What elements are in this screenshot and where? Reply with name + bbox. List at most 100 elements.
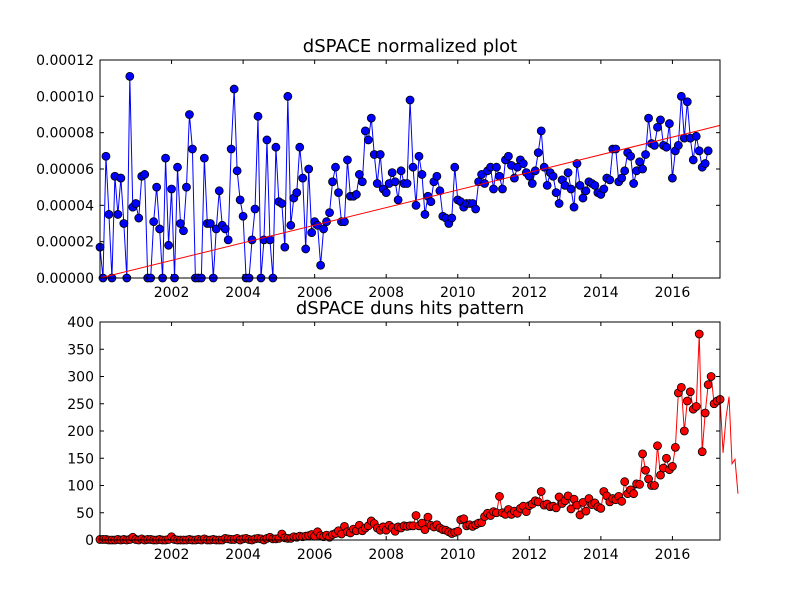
chart-title: dSPACE duns hits pattern [296, 298, 524, 319]
data-point [653, 441, 662, 451]
data-series [95, 329, 739, 545]
data-point [167, 184, 176, 194]
data-point [447, 213, 457, 223]
x-tick-label: 2012 [511, 547, 547, 563]
data-point [495, 491, 504, 501]
y-tick-label: 0.00004 [36, 198, 94, 214]
data-point [504, 151, 513, 161]
data-point [271, 142, 281, 152]
data-point [536, 487, 546, 496]
x-tick-label: 2010 [440, 285, 476, 301]
data-point [551, 188, 561, 198]
plot-frame [99, 59, 721, 279]
data-point [423, 512, 433, 522]
data-point [688, 155, 698, 165]
x-tick-label: 2004 [225, 547, 261, 563]
data-point [366, 113, 376, 123]
data-point [626, 151, 636, 161]
data-point [393, 195, 403, 205]
data-point [432, 171, 442, 181]
data-point [414, 151, 424, 161]
data-point [375, 150, 385, 159]
y-tick-label: 150 [67, 451, 94, 467]
data-point [426, 197, 436, 207]
data-point [536, 126, 546, 136]
data-point [420, 525, 430, 535]
x-tick-label: 2014 [583, 547, 619, 563]
data-point [360, 126, 370, 136]
data-point [599, 184, 609, 194]
data-point [372, 179, 382, 188]
data-point [656, 115, 665, 125]
data-point [223, 235, 233, 245]
data-point [182, 182, 191, 192]
chart-title: dSPACE normalized plot [303, 36, 517, 57]
data-point [387, 168, 397, 178]
data-point [417, 170, 427, 179]
data-point [283, 91, 293, 101]
data-point [569, 202, 579, 212]
y-tick-label: 250 [67, 397, 94, 413]
data-point [578, 193, 588, 203]
data-point [179, 226, 188, 236]
data-point [134, 213, 144, 223]
data-point [641, 150, 650, 159]
data-point [518, 159, 528, 168]
data-point [706, 372, 716, 381]
x-tick-label: 2006 [297, 547, 333, 563]
data-point [700, 159, 710, 168]
data-point [566, 184, 576, 194]
data-point [554, 199, 564, 208]
data-point [307, 228, 317, 237]
data-point [104, 210, 114, 219]
data-point [498, 184, 507, 194]
y-tick-label: 0 [85, 533, 94, 549]
data-point [301, 244, 311, 254]
data-point [548, 171, 558, 181]
data-point [635, 157, 645, 167]
x-tick-label: 2008 [368, 547, 404, 563]
data-point [629, 179, 639, 188]
data-point [662, 142, 671, 152]
data-point [316, 260, 326, 270]
data-point [471, 204, 481, 214]
data-point [164, 240, 173, 250]
data-point [226, 144, 236, 154]
plot-frame [99, 321, 721, 541]
y-axis: 0.00000 0.00002 0.00004 0.00006 0.00008 0.000… [36, 53, 720, 287]
x-tick-label: 2016 [655, 285, 691, 301]
chart-normalized-plot: dSPACE normalized plot 2002 2004 2006 2008 2… [36, 36, 721, 301]
data-point [673, 140, 683, 150]
data-point [492, 162, 501, 172]
data-point [527, 179, 537, 188]
data-point [396, 166, 406, 176]
data-point [253, 111, 263, 121]
series-line [99, 124, 721, 279]
data-point [662, 453, 671, 463]
data-point [694, 329, 704, 339]
data-point [644, 113, 653, 123]
data-point [140, 170, 150, 179]
y-tick-label: 50 [76, 506, 94, 522]
data-point [116, 173, 126, 183]
data-point [495, 171, 504, 181]
data-point [390, 177, 400, 187]
plot-area [95, 329, 739, 545]
data-point [402, 179, 412, 188]
data-point [188, 144, 197, 154]
data-point [450, 162, 460, 172]
data-point [700, 408, 710, 418]
data-point [682, 97, 692, 107]
data-point [199, 153, 209, 163]
data-point [214, 186, 224, 196]
data-point [328, 177, 337, 187]
x-tick-label: 2002 [154, 547, 190, 563]
x-axis: 2002 2004 2006 2008 2010 2012 2014 2016 [154, 322, 690, 563]
data-point [408, 162, 418, 172]
data-point [280, 242, 290, 252]
x-tick-label: 2002 [154, 285, 190, 301]
data-point [250, 204, 260, 214]
data-point [232, 166, 242, 176]
data-point [691, 402, 701, 411]
